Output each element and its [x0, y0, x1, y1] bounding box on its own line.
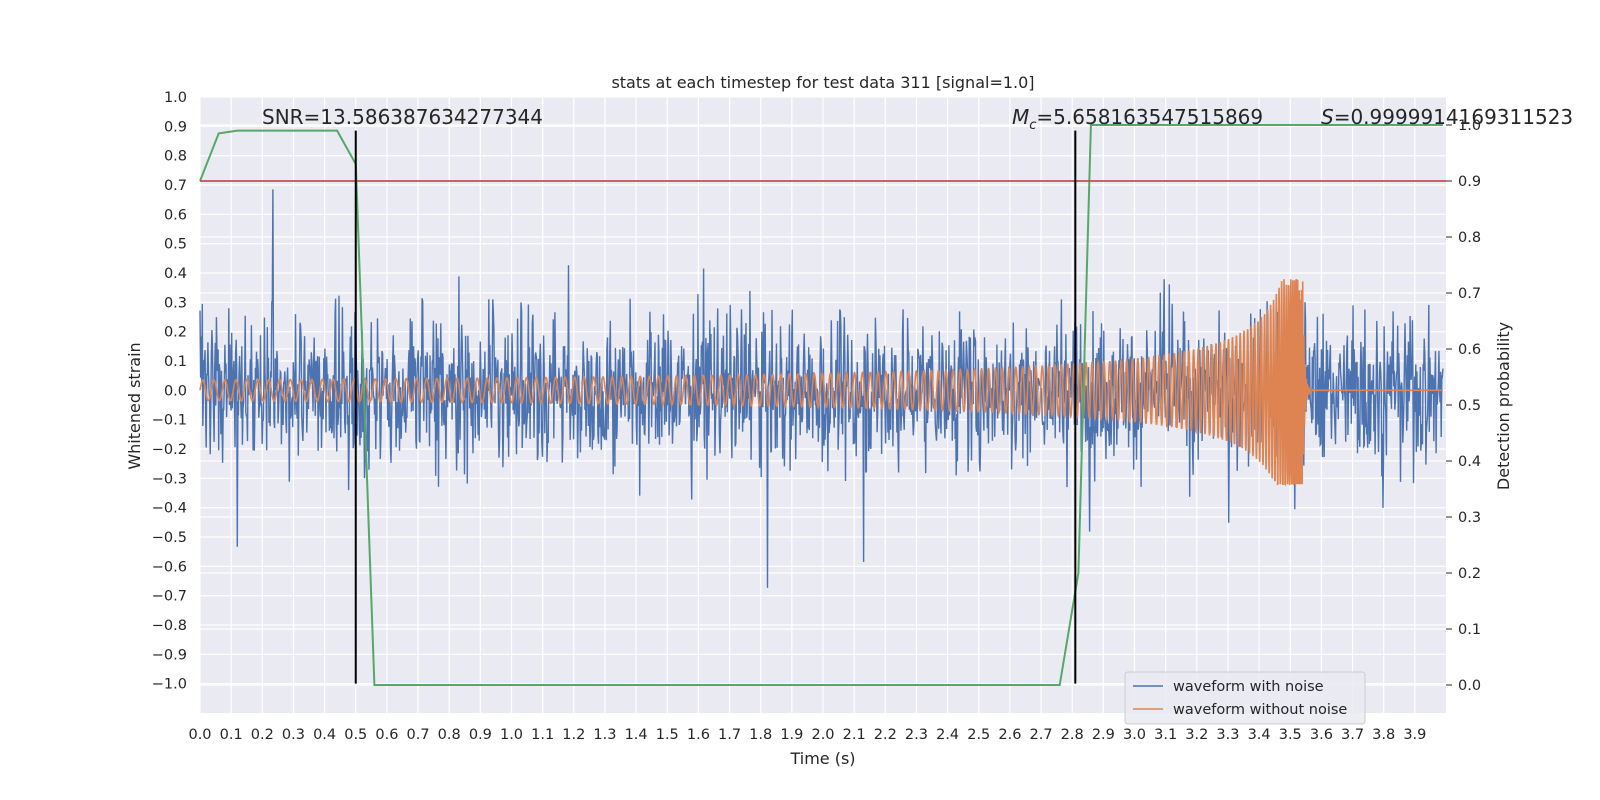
y-right-tick-label: 0.2: [1458, 566, 1481, 582]
series-detection-probability-line: [199, 124, 1443, 686]
annotation-snr: SNR=13.586387634277344: [262, 105, 543, 129]
x-tick-label: 2.4: [936, 727, 959, 743]
series-clean-line: [199, 278, 1443, 487]
x-tick-label: 0.2: [251, 727, 274, 743]
x-tick-label: 3.3: [1216, 727, 1239, 743]
y-right-tick-label: 0.1: [1458, 622, 1481, 638]
x-tick-labels: 0.0 0.1 0.2 0.3 0.4 0.5 0.6 0.7 0.8 0.9 1.0 1.1 1.2 1…: [188, 727, 1426, 743]
x-tick-label: 1.7: [718, 727, 741, 743]
y-tick-label: −0.7: [152, 589, 187, 605]
chart-title: stats at each timestep for test data 311…: [611, 73, 1034, 92]
x-tick-label: 3.1: [1154, 727, 1177, 743]
y-tick-label: 0.2: [164, 325, 187, 341]
annotation-chirp-mass: Mc=5.658163547515869: [1012, 105, 1263, 133]
y-tick-label: 0.3: [164, 295, 187, 311]
x-tick-label: 1.1: [531, 727, 554, 743]
x-tick-label: 0.1: [220, 727, 243, 743]
y-tick-label: −0.4: [152, 501, 187, 517]
legend: waveform with noise waveform without noi…: [1124, 671, 1366, 725]
y-tick-label: 0.1: [164, 354, 187, 370]
x-tick-label: 3.5: [1279, 727, 1302, 743]
y-tick-label: −0.8: [152, 618, 187, 634]
y-tick-label: 0.5: [164, 237, 187, 253]
y-tick-label: 0.8: [164, 149, 187, 165]
x-tick-label: 1.8: [749, 727, 772, 743]
x-tick-label: 3.9: [1403, 727, 1426, 743]
x-tick-label: 1.6: [687, 727, 710, 743]
x-tick-label: 0.0: [188, 727, 211, 743]
y-tick-label: −0.2: [152, 442, 187, 458]
x-tick-label: 1.2: [562, 727, 585, 743]
annotation-s-value: =0.9999914169311523: [1334, 105, 1573, 129]
y-right-tick-label: 0.5: [1458, 398, 1481, 414]
y-right-tick-label: 0.8: [1458, 230, 1481, 246]
y-right-tick-label: 0.7: [1458, 286, 1481, 302]
y-axis-label: Whitened strain: [125, 342, 144, 469]
x-tick-label: 3.0: [1123, 727, 1146, 743]
x-tick-label: 3.4: [1248, 727, 1271, 743]
y-tick-label: 0.7: [164, 178, 187, 194]
x-tick-label: 2.5: [967, 727, 990, 743]
x-tick-label: 2.3: [905, 727, 928, 743]
x-tick-label: 3.2: [1185, 727, 1208, 743]
y-tick-label: −1.0: [152, 677, 187, 693]
y-tick-label: −0.6: [152, 559, 187, 575]
x-tick-label: 2.9: [1092, 727, 1115, 743]
x-axis-label: Time (s): [789, 749, 855, 768]
x-tick-label: 0.8: [438, 727, 461, 743]
y-right-tick-label: 0.4: [1458, 454, 1481, 470]
y-tick-label: 0.9: [164, 119, 187, 135]
y-tick-label: 0.4: [164, 266, 187, 282]
y-right-tick-label: 0.9: [1458, 174, 1481, 190]
x-tick-label: 3.6: [1310, 727, 1333, 743]
x-tick-label: 2.7: [1030, 727, 1053, 743]
y-tick-label: −0.5: [152, 530, 187, 546]
x-tick-label: 3.8: [1372, 727, 1395, 743]
x-tick-label: 3.7: [1341, 727, 1364, 743]
x-tick-label: 2.2: [874, 727, 897, 743]
annotation-significance: S=0.9999914169311523: [1321, 105, 1573, 129]
x-tick-label: 2.6: [998, 727, 1021, 743]
x-tick-label: 0.4: [313, 727, 336, 743]
x-tick-label: 1.0: [500, 727, 523, 743]
legend-label-noisy: waveform with noise: [1173, 679, 1324, 695]
x-tick-label: 0.6: [375, 727, 398, 743]
y-tick-label: 0.0: [164, 383, 187, 399]
y-right-tick-label: 0.0: [1458, 678, 1481, 694]
x-tick-label: 2.1: [843, 727, 866, 743]
y-right-axis-label: Detection probability: [1494, 322, 1513, 490]
y-left-tick-labels: 1.0 0.9 0.8 0.7 0.6 0.5 0.4 0.3 0.2 0.1 0.0 −0.1 −0.…: [152, 90, 187, 693]
x-tick-label: 1.9: [780, 727, 803, 743]
y-tick-label: −0.9: [152, 647, 187, 663]
x-tick-label: 0.5: [344, 727, 367, 743]
y-tick-label: −0.3: [152, 471, 187, 487]
x-tick-label: 2.8: [1061, 727, 1084, 743]
legend-label-clean: waveform without noise: [1173, 702, 1347, 718]
y-right-tick-label: 1.0: [1458, 118, 1481, 134]
annotation-mc-subscript: c: [1029, 118, 1036, 133]
annotation-mc-value: =5.658163547515869: [1036, 105, 1263, 129]
y-tick-label: −0.1: [152, 413, 187, 429]
x-tick-label: 0.7: [407, 727, 430, 743]
x-tick-label: 0.9: [469, 727, 492, 743]
y-tick-label: 0.6: [164, 207, 187, 223]
x-tick-label: 2.0: [811, 727, 834, 743]
y-right-tick-label: 0.3: [1458, 510, 1481, 526]
y-tick-label: 1.0: [164, 90, 187, 106]
y-right-tick-labels: 1.0 0.9 0.8 0.7 0.6 0.5 0.4 0.3 0.2 0.1 0.0: [1446, 118, 1481, 694]
annotation-s-symbol: S: [1321, 105, 1334, 129]
legend-box: [1124, 671, 1366, 725]
annotation-mc-symbol: M: [1012, 105, 1029, 129]
y-right-tick-label: 0.6: [1458, 342, 1481, 358]
x-tick-label: 0.3: [282, 727, 305, 743]
x-tick-label: 1.4: [625, 727, 648, 743]
x-tick-label: 1.3: [593, 727, 616, 743]
x-tick-label: 1.5: [656, 727, 679, 743]
plot-area: [199, 124, 1446, 686]
